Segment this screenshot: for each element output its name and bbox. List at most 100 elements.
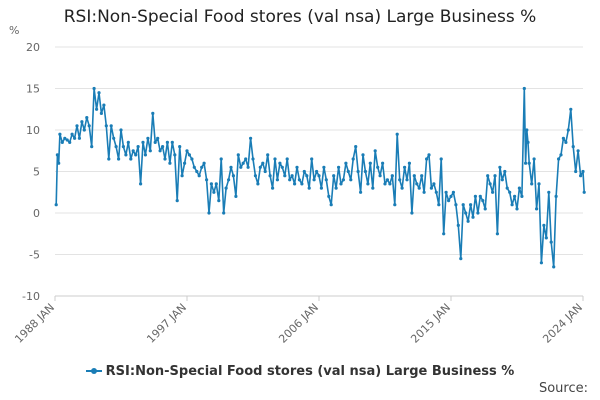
data-point bbox=[187, 153, 191, 157]
data-point bbox=[327, 194, 331, 198]
data-point bbox=[195, 169, 199, 174]
legend[interactable]: RSI:Non-Special Food stores (val nsa) La… bbox=[0, 364, 600, 379]
data-point bbox=[77, 136, 81, 140]
data-point bbox=[576, 149, 580, 153]
data-point bbox=[582, 190, 586, 194]
data-point bbox=[236, 153, 240, 157]
series-line bbox=[55, 87, 585, 268]
legend-swatch bbox=[85, 367, 102, 374]
data-point bbox=[224, 186, 228, 190]
x-tick-label: 2015 JAN bbox=[408, 301, 453, 346]
data-point bbox=[427, 153, 431, 157]
data-point bbox=[390, 174, 394, 178]
data-point bbox=[90, 145, 94, 149]
data-point bbox=[473, 194, 477, 198]
data-point bbox=[261, 161, 265, 165]
data-point bbox=[564, 140, 568, 144]
data-point bbox=[522, 86, 526, 91]
y-axis-label: % bbox=[9, 24, 19, 37]
x-tick-label: 2006 JAN bbox=[276, 301, 321, 346]
data-point bbox=[121, 145, 125, 149]
data-point bbox=[420, 174, 424, 178]
data-point bbox=[290, 174, 294, 178]
data-point bbox=[153, 140, 157, 144]
data-point bbox=[217, 199, 221, 203]
data-point bbox=[525, 128, 529, 132]
data-point bbox=[461, 203, 465, 207]
data-point bbox=[136, 145, 140, 149]
data-point bbox=[300, 182, 304, 186]
data-point bbox=[180, 174, 184, 178]
data-point bbox=[271, 186, 275, 190]
data-point bbox=[212, 190, 216, 194]
data-point bbox=[156, 136, 160, 140]
data-point bbox=[464, 211, 468, 215]
data-point bbox=[209, 182, 213, 186]
data-point bbox=[131, 149, 135, 153]
data-point bbox=[207, 211, 211, 215]
data-point bbox=[437, 203, 441, 207]
data-point bbox=[251, 157, 255, 161]
data-point bbox=[459, 257, 463, 261]
data-point bbox=[503, 169, 507, 174]
data-point bbox=[158, 149, 162, 153]
data-point bbox=[442, 232, 446, 236]
data-point bbox=[165, 140, 169, 144]
data-point bbox=[569, 107, 573, 111]
x-tick-label: 1997 JAN bbox=[144, 301, 189, 346]
data-point bbox=[143, 153, 147, 157]
data-point bbox=[202, 161, 206, 165]
data-point bbox=[339, 182, 343, 186]
source-label: Source: bbox=[538, 381, 588, 396]
data-point bbox=[398, 178, 402, 182]
data-point bbox=[407, 161, 411, 165]
data-point bbox=[70, 132, 74, 136]
data-point bbox=[383, 182, 387, 186]
data-point bbox=[520, 194, 524, 198]
data-point bbox=[432, 182, 436, 186]
data-point bbox=[185, 149, 189, 153]
data-point bbox=[222, 211, 226, 215]
data-point bbox=[368, 161, 372, 165]
data-point bbox=[219, 157, 223, 161]
data-point bbox=[315, 169, 319, 174]
data-point bbox=[197, 174, 201, 178]
data-point bbox=[324, 178, 328, 182]
data-point bbox=[319, 186, 323, 190]
data-point bbox=[65, 138, 69, 142]
data-point bbox=[119, 128, 123, 132]
data-point bbox=[425, 157, 429, 161]
data-point bbox=[393, 203, 397, 207]
data-point bbox=[214, 182, 218, 186]
data-point bbox=[148, 149, 152, 153]
data-point bbox=[537, 182, 541, 186]
y-tick-label: -5 bbox=[29, 249, 40, 262]
data-point bbox=[151, 111, 155, 115]
data-point bbox=[75, 124, 79, 128]
data-point bbox=[378, 174, 382, 178]
data-point bbox=[332, 174, 336, 178]
y-tick-label: 5 bbox=[33, 166, 40, 179]
data-point bbox=[295, 165, 299, 169]
data-point bbox=[363, 169, 367, 174]
data-point bbox=[395, 132, 399, 136]
data-point bbox=[249, 136, 253, 140]
data-point bbox=[552, 265, 556, 269]
data-point bbox=[505, 186, 509, 190]
data-point bbox=[334, 186, 338, 190]
data-point bbox=[205, 178, 209, 182]
data-point bbox=[244, 157, 248, 161]
data-point bbox=[117, 157, 121, 161]
data-point bbox=[447, 199, 451, 203]
data-point bbox=[175, 199, 179, 203]
data-point bbox=[114, 145, 118, 149]
data-point bbox=[561, 136, 566, 140]
data-point bbox=[400, 186, 404, 190]
data-point bbox=[454, 203, 458, 207]
data-point bbox=[508, 190, 512, 194]
data-point bbox=[268, 174, 272, 178]
y-tick-label: -10 bbox=[22, 290, 40, 303]
data-point bbox=[439, 157, 443, 161]
data-point bbox=[341, 178, 345, 182]
data-point bbox=[434, 190, 438, 194]
